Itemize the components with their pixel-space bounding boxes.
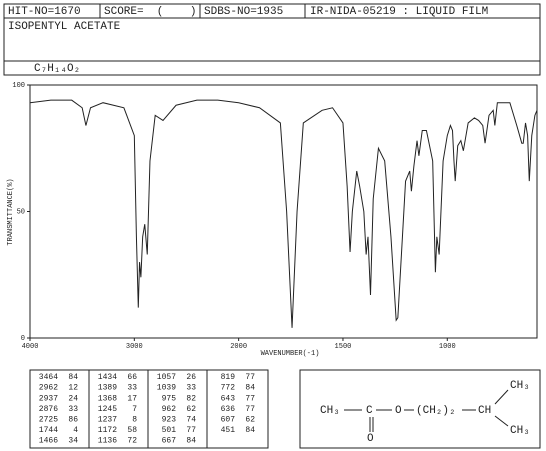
- peak-wavenumber: 607: [221, 416, 236, 425]
- peak-transmittance: 66: [127, 373, 137, 382]
- peak-transmittance: 24: [68, 394, 78, 403]
- peak-wavenumber: 923: [162, 416, 177, 425]
- sdbs-no: SDBS-NO=1935: [204, 6, 283, 18]
- peak-transmittance: 84: [245, 426, 255, 435]
- peak-wavenumber: 1172: [98, 426, 117, 435]
- y-tick-label: 50: [17, 208, 25, 216]
- header-box: [3, 3, 541, 76]
- spectrum-line: [29, 99, 538, 328]
- structure-box: [299, 369, 541, 449]
- peak-wavenumber: 1466: [39, 437, 58, 446]
- peak-transmittance: 62: [186, 405, 196, 414]
- peak-transmittance: 58: [127, 426, 137, 435]
- y-tick-label: 0: [21, 335, 25, 343]
- peak-wavenumber: 2962: [39, 384, 58, 393]
- y-tick-label: 100: [12, 82, 25, 90]
- bond: [494, 415, 509, 427]
- peak-wavenumber: 975: [162, 394, 177, 403]
- peak-wavenumber: 1039: [157, 384, 176, 393]
- peak-transmittance: 84: [68, 373, 78, 382]
- peak-wavenumber: 1245: [98, 405, 117, 414]
- peak-transmittance: 86: [68, 416, 78, 425]
- peak-transmittance: 33: [68, 405, 78, 414]
- x-axis-label: WAVENUMBER(-1): [261, 350, 320, 358]
- peak-wavenumber: 451: [221, 426, 236, 435]
- formula: C₇H₁₄O₂: [34, 63, 80, 75]
- peak-wavenumber: 1057: [157, 373, 176, 382]
- peak-wavenumber: 1434: [98, 373, 117, 382]
- peak-transmittance: 72: [127, 437, 137, 446]
- peak-transmittance: 77: [186, 426, 196, 435]
- peak-wavenumber: 2876: [39, 405, 58, 414]
- peak-transmittance: 33: [186, 384, 196, 393]
- x-tick-label: 1000: [439, 343, 456, 351]
- peak-transmittance: 77: [245, 394, 255, 403]
- structure-atom: O: [395, 405, 402, 417]
- peak-transmittance: 82: [186, 394, 196, 403]
- peak-wavenumber: 2725: [39, 416, 58, 425]
- peak-wavenumber: 643: [221, 394, 236, 403]
- peak-transmittance: 62: [245, 416, 255, 425]
- peak-wavenumber: 1368: [98, 394, 117, 403]
- peak-transmittance: 77: [245, 373, 255, 382]
- peak-transmittance: 7: [132, 405, 137, 414]
- structure-atom: CH₃: [510, 425, 530, 437]
- peak-wavenumber: 1389: [98, 384, 117, 393]
- structure-atom: C: [366, 405, 373, 417]
- structure-atom: CH₃: [510, 380, 530, 392]
- hit-no: HIT-NO=1670: [8, 6, 81, 18]
- peak-transmittance: 84: [186, 437, 196, 446]
- peak-transmittance: 17: [127, 394, 137, 403]
- peak-transmittance: 33: [127, 384, 137, 393]
- y-axis-label: TRANSMITTANCE(%): [7, 178, 15, 245]
- peak-transmittance: 77: [245, 405, 255, 414]
- peak-transmittance: 74: [186, 416, 196, 425]
- peak-transmittance: 26: [186, 373, 196, 382]
- peak-transmittance: 34: [68, 437, 78, 446]
- structure-atom: (CH₂)₂: [416, 405, 456, 417]
- peak-wavenumber: 1744: [39, 426, 58, 435]
- peak-transmittance: 12: [68, 384, 78, 393]
- structure-atom: CH: [478, 405, 491, 417]
- source: IR-NIDA-05219 : LIQUID FILM: [310, 6, 488, 18]
- peak-wavenumber: 636: [221, 405, 236, 414]
- peak-wavenumber: 501: [162, 426, 177, 435]
- peak-wavenumber: 667: [162, 437, 177, 446]
- peak-wavenumber: 2937: [39, 394, 58, 403]
- x-tick-label: 1500: [335, 343, 352, 351]
- score: SCORE= ( ): [104, 6, 196, 18]
- peak-wavenumber: 962: [162, 405, 177, 414]
- x-tick-label: 3000: [126, 343, 143, 351]
- peak-transmittance: 84: [245, 384, 255, 393]
- plot-frame: [29, 84, 538, 339]
- structure-atom: O: [367, 433, 374, 445]
- peak-wavenumber: 1237: [98, 416, 117, 425]
- structure-atom: CH₃: [320, 405, 340, 417]
- peak-table-box: [29, 369, 269, 449]
- peak-wavenumber: 772: [221, 384, 236, 393]
- peak-wavenumber: 3464: [39, 373, 58, 382]
- peak-transmittance: 4: [73, 426, 78, 435]
- bond: [494, 389, 509, 405]
- compound-name: ISOPENTYL ACETATE: [8, 21, 121, 33]
- peak-wavenumber: 1136: [98, 437, 117, 446]
- peak-wavenumber: 819: [221, 373, 236, 382]
- x-tick-label: 2000: [230, 343, 247, 351]
- x-tick-label: 4000: [22, 343, 39, 351]
- peak-transmittance: 8: [132, 416, 137, 425]
